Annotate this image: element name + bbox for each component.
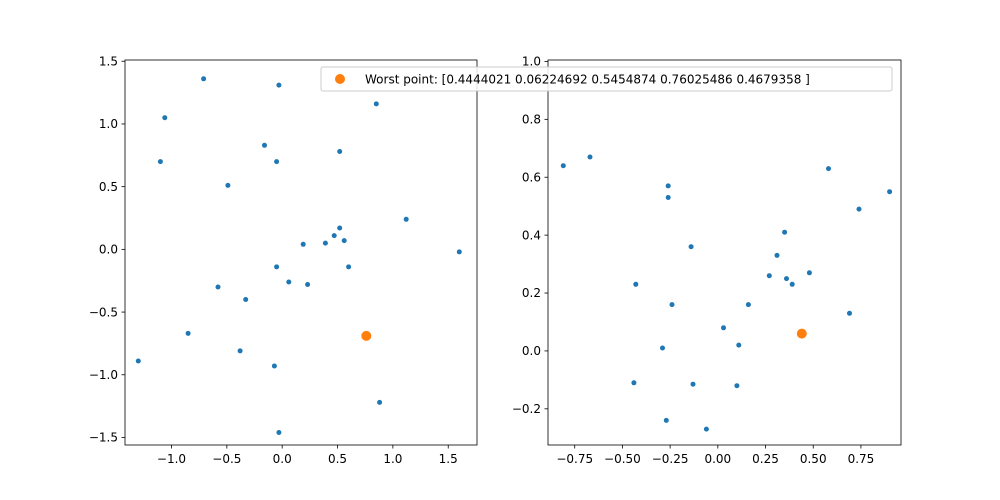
panel-2-point-19 (721, 325, 726, 331)
panel-1-y-tick-label-6: 1.0 (99, 117, 118, 131)
panel-1-point-27 (377, 399, 383, 405)
panel-2-worst-point (796, 328, 807, 339)
panel-2-point-8 (688, 244, 694, 250)
panel-2-y-tick-label-5: 0.6 (522, 170, 541, 184)
panel-1-point-26 (271, 363, 277, 369)
panel-1-y-tick-label-3: −0.5 (89, 305, 118, 319)
panel-1-x-tick-label-2: −0.5 (212, 452, 241, 466)
panel-2-point-7 (856, 206, 862, 212)
panel-1-point-25 (237, 348, 243, 354)
panel-1-point-17 (274, 264, 280, 270)
panel-2-point-20 (736, 342, 742, 348)
panel-2-y-tick-label-6: 0.8 (522, 113, 541, 127)
legend: Worst point: [0.4444021 0.06224692 0.545… (320, 66, 893, 92)
panel-2-x-tick-label-1: −0.75 (556, 452, 593, 466)
panel-1-point-10 (403, 216, 409, 222)
panel-1-y-tick-label-1: −1.5 (89, 431, 118, 445)
panel-1-point-5 (262, 142, 267, 148)
panel-2-y-tick-label-1: −0.2 (512, 402, 541, 416)
panel-1-point-14 (331, 233, 337, 239)
panel-1-point-21 (215, 284, 221, 290)
panel-2-point-9 (782, 229, 788, 235)
panel-1-point-13 (322, 240, 328, 246)
panel-1-point-11 (456, 249, 462, 255)
panel-1: −1.0 −0.5 0.0 0.5 1.0 1.5 −1.5 −1.0 −0.5 0.0 0.5 1.… (89, 54, 478, 466)
legend-label: Worst point: [0.4444021 0.06224692 0.545… (365, 73, 810, 87)
panel-2: −0.75 −0.50 −0.25 0.00 0.25 0.50 0.75 −0.2 0.0 0.… (512, 55, 902, 466)
panel-2-point-11 (766, 273, 772, 279)
panel-1-frame (124, 59, 478, 446)
panel-1-point-1 (201, 76, 207, 82)
panel-1-point-20 (305, 282, 311, 287)
panel-1-x-tick-label-3: 0.0 (273, 452, 292, 466)
panel-1-x-tick-label-5: 1.0 (383, 452, 402, 466)
panel-2-point-18 (847, 310, 852, 316)
panel-2-point-15 (633, 281, 639, 287)
panel-2-point-16 (669, 302, 675, 308)
panel-1-y-tick-label-4: 0.0 (99, 243, 118, 257)
panel-1-y-tick-label-5: 0.5 (99, 180, 118, 194)
panel-1-point-8 (337, 149, 343, 154)
panel-2-point-3 (665, 183, 671, 189)
panel-2-y-tick-label-7: 1.0 (522, 55, 541, 69)
panel-1-y-tick-label-7: 1.5 (99, 54, 118, 68)
panel-2-point-21 (660, 345, 665, 351)
panel-1-point-19 (286, 279, 292, 285)
panel-2-x-tick-label-2: −0.50 (604, 452, 641, 466)
panel-2-point-13 (789, 281, 795, 287)
panel-2-x-tick-label-7: 0.75 (848, 452, 875, 466)
panel-2-point-4 (665, 195, 671, 200)
panel-2-point-5 (826, 166, 831, 172)
panel-2-y-tick-label-3: 0.2 (522, 286, 541, 300)
legend-frame (320, 66, 893, 92)
panel-2-point-6 (887, 189, 893, 195)
panel-1-point-18 (346, 264, 352, 270)
panel-2-point-25 (663, 417, 669, 423)
panel-1-point-28 (276, 430, 282, 435)
panels: −1.0 −0.5 0.0 0.5 1.0 1.5 −1.5 −1.0 −0.5 0.0 0.5 1.… (89, 54, 902, 466)
panel-1-x-tick-label-1: −1.0 (157, 452, 186, 466)
panel-2-point-23 (690, 381, 696, 387)
panel-1-point-12 (300, 241, 306, 247)
panel-1-point-24 (135, 358, 141, 364)
panel-1-point-22 (243, 297, 249, 302)
panel-1-point-16 (341, 238, 347, 244)
panel-2-x-tick-label-3: −0.25 (652, 452, 689, 466)
panel-1-worst-point (361, 330, 372, 341)
panel-2-point-14 (806, 270, 812, 276)
panel-1-point-6 (157, 159, 163, 165)
panel-2-point-1 (560, 163, 566, 169)
panel-2-x-tick-label-4: 0.00 (704, 452, 731, 466)
panel-1-point-2 (276, 82, 282, 88)
panel-1-point-7 (274, 159, 280, 165)
panel-1-point-15 (337, 225, 343, 231)
panel-1-point-9 (225, 182, 231, 188)
panel-2-point-2 (587, 154, 593, 160)
panel-1-y-tick-label-2: −1.0 (89, 368, 118, 382)
legend-marker (335, 74, 345, 84)
panel-1-x-tick-label-4: 0.5 (328, 452, 347, 466)
panel-1-x-tick-label-6: 1.5 (439, 452, 458, 466)
panel-2-point-12 (784, 276, 789, 282)
panel-2-x-tick-label-5: 0.25 (752, 452, 779, 466)
panel-1-point-4 (373, 101, 379, 107)
panel-2-y-tick-label-2: 0.0 (522, 344, 541, 358)
panel-1-point-3 (162, 115, 168, 121)
panel-2-point-26 (703, 426, 709, 432)
panel-2-x-tick-label-6: 0.50 (800, 452, 827, 466)
panel-2-frame (547, 59, 902, 446)
panel-2-point-22 (631, 380, 637, 386)
panel-2-point-24 (734, 383, 740, 389)
panel-2-point-17 (745, 302, 751, 308)
panel-1-point-23 (185, 330, 191, 336)
panel-2-point-10 (774, 252, 780, 258)
panel-2-y-tick-label-4: 0.4 (522, 228, 541, 242)
